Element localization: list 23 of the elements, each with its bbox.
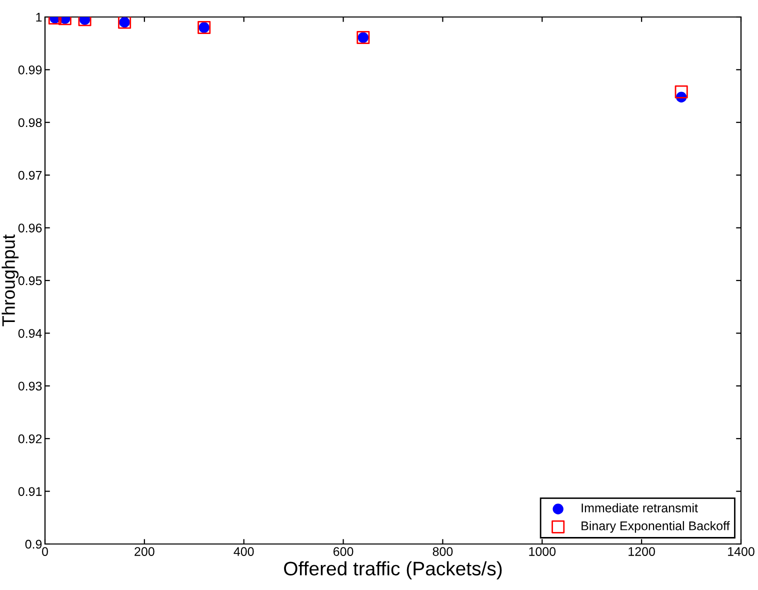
y-tick-label: 0.92 <box>18 434 42 444</box>
y-tick-label: 0.93 <box>18 382 42 391</box>
x-tick-label: 1400 <box>728 547 754 556</box>
y-tick-label: 0.94 <box>18 329 42 338</box>
x-tick-label: 0 <box>42 547 48 556</box>
y-tick-label: 0.98 <box>18 118 42 128</box>
x-tick-label: 800 <box>432 547 453 556</box>
x-tick-label: 600 <box>333 547 354 556</box>
y-tick-label: 0.95 <box>18 276 42 286</box>
y-tick-label: 1 <box>36 12 42 22</box>
y-tick-label: 0.97 <box>18 170 42 180</box>
y-tick-label: 0.96 <box>18 224 42 232</box>
legend-label: Immediate retransmit <box>582 503 698 512</box>
y-tick-label: 0.9 <box>25 540 42 549</box>
x-tick-label: 200 <box>134 547 154 556</box>
x-axis-title: Offered traffic (Packets/s) <box>284 561 502 580</box>
legend-label: Binary Exponential Backoff <box>582 521 730 533</box>
y-tick-label: 0.91 <box>18 487 42 496</box>
y-tick-label: 0.99 <box>18 66 42 74</box>
y-axis-title: Throughput <box>2 234 19 326</box>
x-tick-label: 400 <box>234 547 254 556</box>
x-tick-label: 1000 <box>529 547 556 556</box>
x-tick-label: 1200 <box>628 547 655 556</box>
